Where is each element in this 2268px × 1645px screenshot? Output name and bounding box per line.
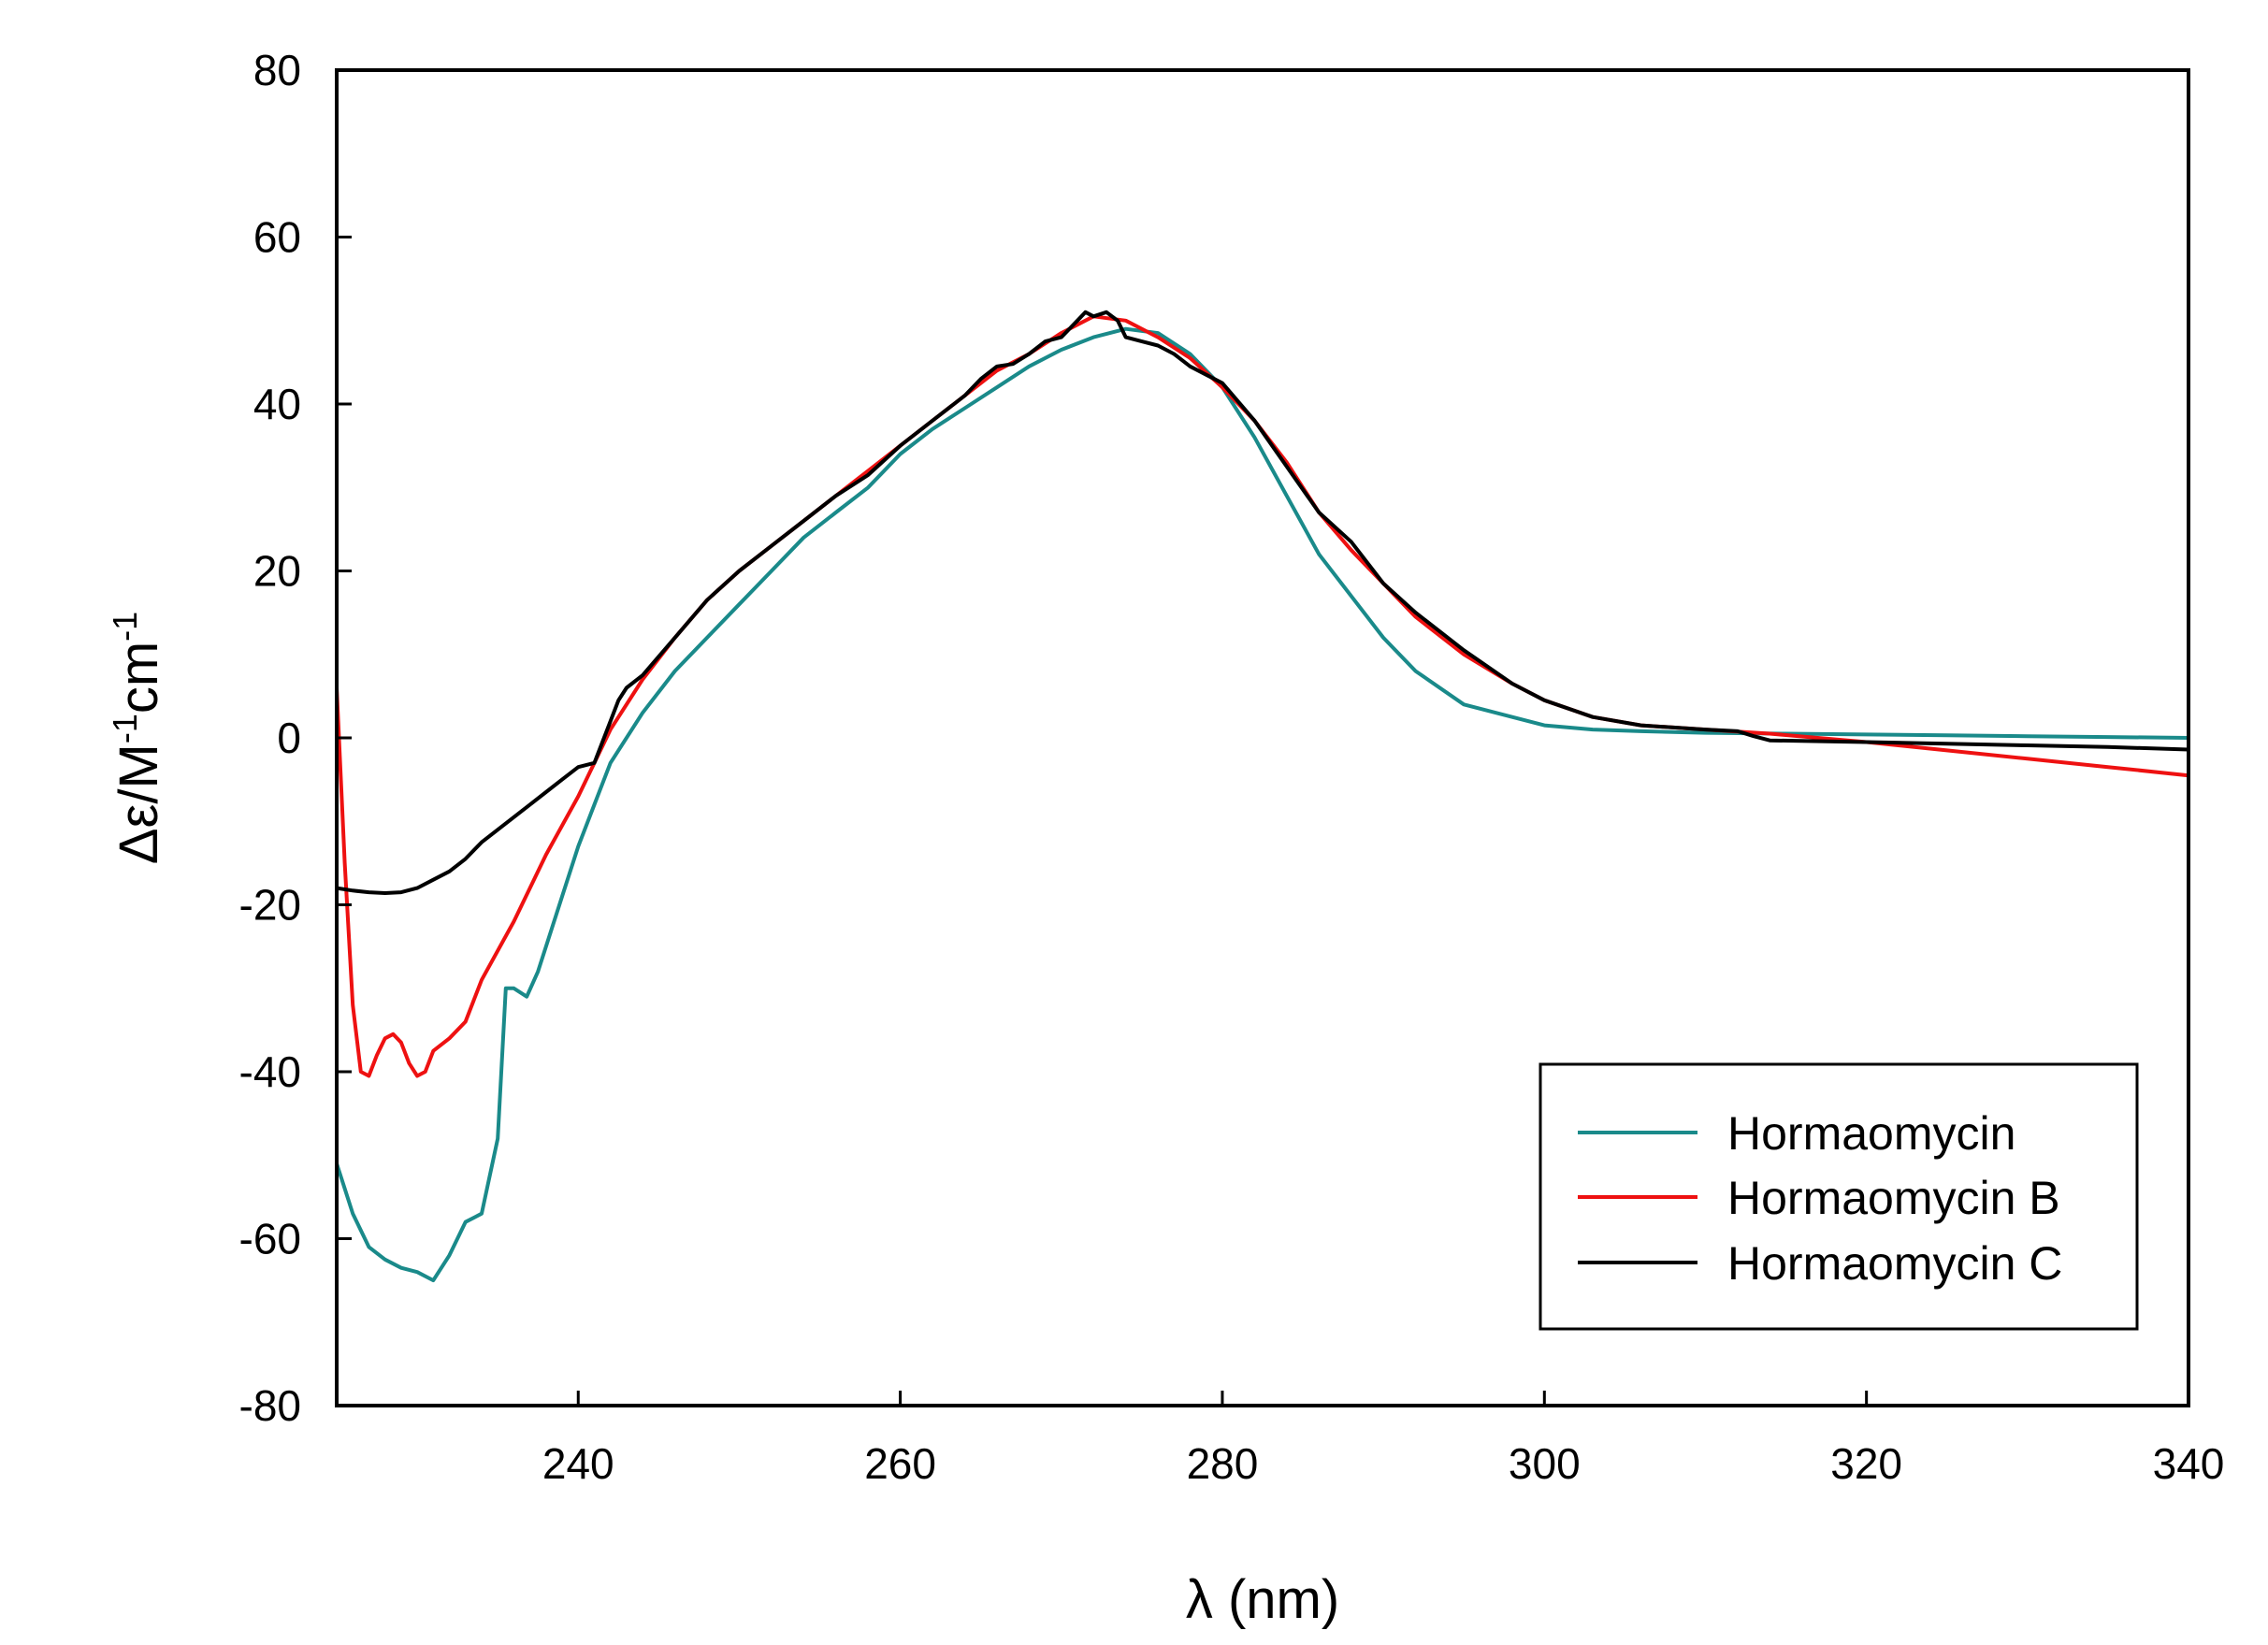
x-tick-label: 300 [1509,1439,1581,1488]
y-tick-label: 0 [277,714,301,762]
x-tick-label: 280 [1187,1439,1259,1488]
y-axis-title: Δε/M-1cm-1 [106,612,169,864]
y-tick-label: -20 [239,881,301,930]
x-tick-label: 320 [1830,1439,1902,1488]
y-tick-label: 20 [253,547,301,596]
y-tick-label: -60 [239,1215,301,1263]
y-axis-title-sup2: -1 [106,612,144,642]
y-axis-title-mid: cm [108,642,169,714]
legend-label-hormaomycin-b: Hormaomycin B [1727,1172,2060,1224]
ticks-layer: 240 260 280 300 320 340 80 60 40 20 0 -20 -40 -60 -80 [239,46,2225,1488]
legend-label-hormaomycin-c: Hormaomycin C [1727,1237,2062,1290]
y-tick-label: 40 [253,380,301,428]
y-axis-title-prefix: Δε/M [108,743,169,864]
series-line-hormaomycin-c [335,310,2190,895]
y-axis-title-sup1: -1 [106,714,144,743]
series-layer [335,310,2190,1283]
y-tick-label: -80 [239,1381,301,1430]
x-tick-label: 260 [864,1439,936,1488]
y-tick-label: 60 [253,213,301,262]
legend-label-hormaomycin: Hormaomycin [1727,1107,2015,1160]
x-tick-label: 340 [2153,1439,2225,1488]
y-tick-label: 80 [253,46,301,94]
x-tick-label: 240 [542,1439,614,1488]
x-axis-title: λ (nm) [1186,1569,1339,1630]
y-tick-label: -40 [239,1047,301,1096]
legend: Hormaomycin Hormaomycin B Hormaomycin C [1538,1062,2139,1331]
series-line-hormaomycin [335,326,2190,1283]
